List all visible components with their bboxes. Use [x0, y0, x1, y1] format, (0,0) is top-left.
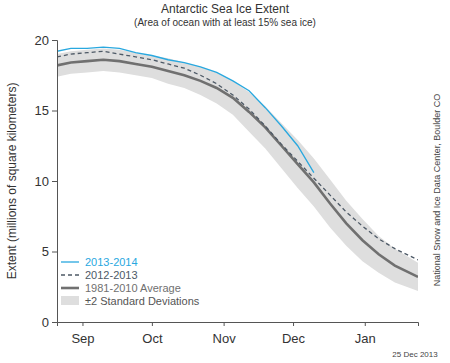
y-tick: 0 [42, 315, 57, 330]
x-tick-label: Nov [213, 331, 237, 346]
x-tick-label: Dec [282, 331, 306, 346]
x-tick-mark [293, 322, 294, 326]
legend-label: 2013-2014 [85, 256, 138, 268]
y-tick-mark [52, 111, 57, 112]
x-tick-label: Sep [71, 331, 94, 346]
y-tick-mark [52, 40, 57, 41]
legend-label: 2012-2013 [85, 269, 138, 281]
legend-label: ±2 Standard Deviations [85, 295, 200, 307]
x-tick-mark [365, 322, 366, 326]
plot-area [57, 47, 418, 291]
y-tick: 10 [35, 174, 57, 189]
sd-band [57, 48, 418, 291]
legend-swatch [61, 261, 79, 262]
y-tick-mark [52, 252, 57, 253]
x-tick-mark [224, 322, 225, 326]
y-axis: 0 5 10 15 20 [35, 33, 58, 330]
series-line [57, 60, 418, 277]
y-tick-label: 0 [42, 315, 49, 330]
x-tick-mark [82, 322, 83, 326]
y-tick-mark [52, 181, 57, 182]
y-tick-label: 15 [35, 103, 49, 118]
legend-swatch [61, 296, 79, 305]
x-tick: Jan [355, 322, 376, 346]
source-note: National Snow and Ice Data Center, Bould… [432, 94, 442, 287]
subtitle: (Area of ocean with at least 15% sea ice… [134, 17, 316, 28]
legend-label: 1981-2010 Average [85, 282, 181, 294]
legend: 2013-20142012-20131981-2010 Average±2 St… [61, 256, 200, 307]
page: 0 5 10 15 20 Sep Oct Nov Dec Jan Antarctic Sea Ice… [0, 0, 450, 363]
date-note: 25 Dec 2013 [392, 350, 438, 359]
x-tick: Sep [71, 322, 94, 346]
legend-item: 1981-2010 Average [61, 282, 181, 294]
y-tick-mark [52, 322, 57, 323]
x-tick: Dec [282, 322, 306, 346]
y-tick-label: 20 [35, 33, 49, 48]
legend-swatch [61, 287, 79, 290]
title: Antarctic Sea Ice Extent [161, 2, 290, 16]
legend-item: 2013-2014 [61, 256, 138, 268]
y-axis-title: Extent (millions of square kilometers) [5, 83, 19, 280]
y-tick: 20 [35, 33, 57, 48]
chart-container: 0 5 10 15 20 Sep Oct Nov Dec Jan Antarctic Sea Ice… [0, 0, 450, 363]
y-tick: 5 [42, 244, 57, 259]
legend-swatch [61, 274, 79, 275]
x-axis-line [58, 323, 419, 327]
y-tick-label: 5 [42, 244, 49, 259]
x-axis: Sep Oct Nov Dec Jan [58, 322, 419, 346]
x-tick-label: Oct [142, 331, 163, 346]
y-axis-line [52, 41, 58, 323]
x-tick-label: Jan [355, 331, 376, 346]
legend-item: ±2 Standard Deviations [61, 295, 200, 307]
y-tick-label: 10 [35, 174, 49, 189]
series-line [57, 51, 418, 260]
series-line [57, 47, 314, 172]
legend-item: 2012-2013 [61, 269, 138, 281]
y-tick: 15 [35, 103, 57, 118]
x-tick-mark [152, 322, 153, 326]
x-tick: Oct [142, 322, 163, 346]
chart-svg: 0 5 10 15 20 Sep Oct Nov Dec Jan Antarctic Sea Ice… [0, 0, 450, 363]
x-tick: Nov [213, 322, 237, 346]
